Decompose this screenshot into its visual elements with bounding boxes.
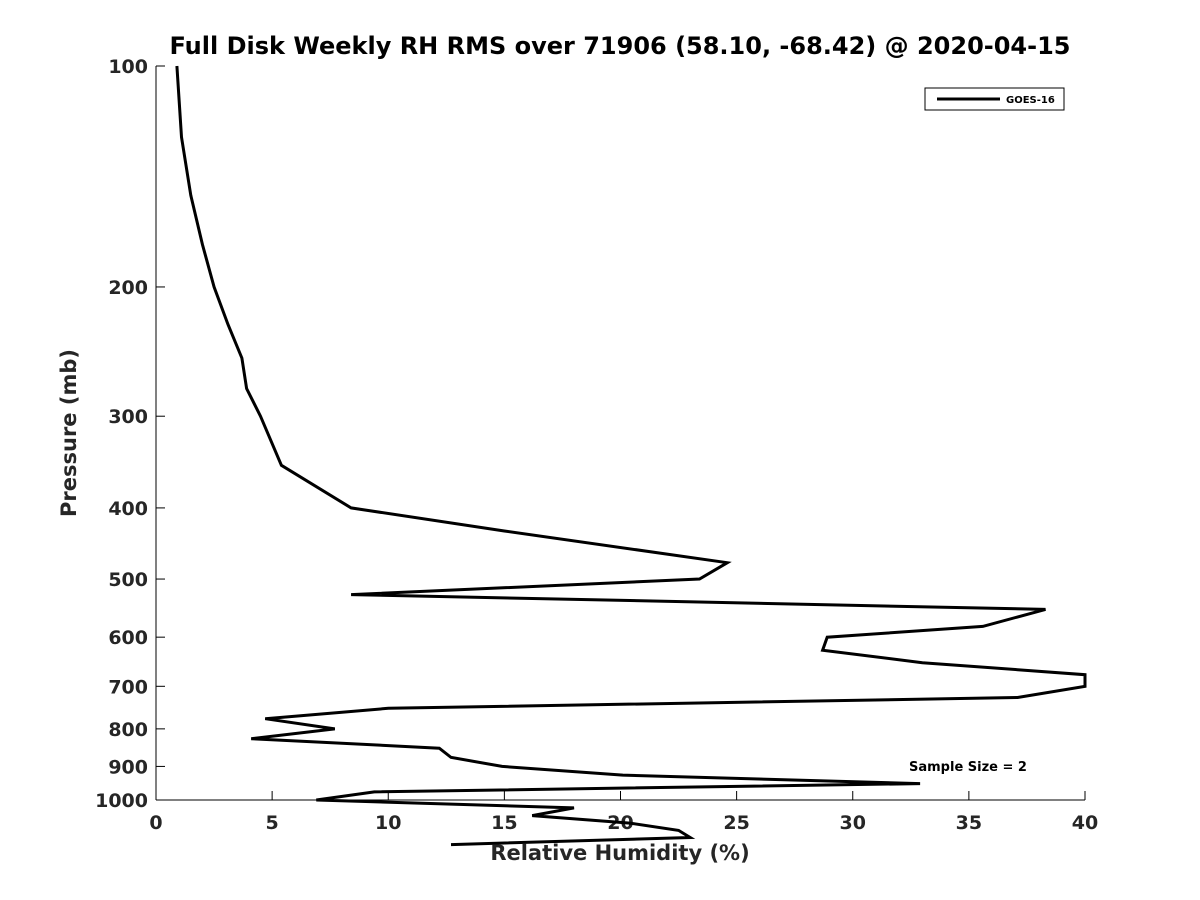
sample-size-annotation: Sample Size = 2 — [909, 760, 1027, 775]
x-tick-label: 35 — [956, 812, 982, 834]
x-tick-label: 40 — [1072, 812, 1098, 834]
legend-label: GOES-16 — [1006, 95, 1055, 106]
y-tick-label: 300 — [108, 406, 148, 428]
y-tick-label: 1000 — [95, 790, 148, 812]
x-tick-label: 0 — [149, 812, 162, 834]
x-axis-label: Relative Humidity (%) — [490, 841, 749, 865]
x-tick-label: 30 — [840, 812, 866, 834]
x-tick-label: 10 — [375, 812, 401, 834]
series-layer — [175, 65, 1087, 847]
y-tick-label: 200 — [108, 277, 148, 299]
y-tick-label: 800 — [108, 719, 148, 741]
y-tick-label: 100 — [108, 56, 148, 78]
chart-title: Full Disk Weekly RH RMS over 71906 (58.1… — [169, 32, 1070, 60]
y-axis-label: Pressure (mb) — [57, 349, 81, 517]
y-tick-label: 600 — [108, 627, 148, 649]
x-tick-label: 5 — [266, 812, 279, 834]
x-axis: 0 5 10 15 20 25 30 35 40 — [149, 791, 1098, 834]
y-axis: 100 200 300 400 500 600 700 800 900 1000 — [95, 56, 165, 812]
x-tick-label: 15 — [491, 812, 517, 834]
y-tick-label: 900 — [108, 756, 148, 778]
x-tick-label: 25 — [723, 812, 749, 834]
series-line-goes-16 — [175, 65, 1087, 847]
y-tick-label: 400 — [108, 498, 148, 520]
legend: GOES-16 — [924, 87, 1065, 111]
y-tick-label: 500 — [108, 569, 148, 591]
y-tick-label: 700 — [108, 676, 148, 698]
